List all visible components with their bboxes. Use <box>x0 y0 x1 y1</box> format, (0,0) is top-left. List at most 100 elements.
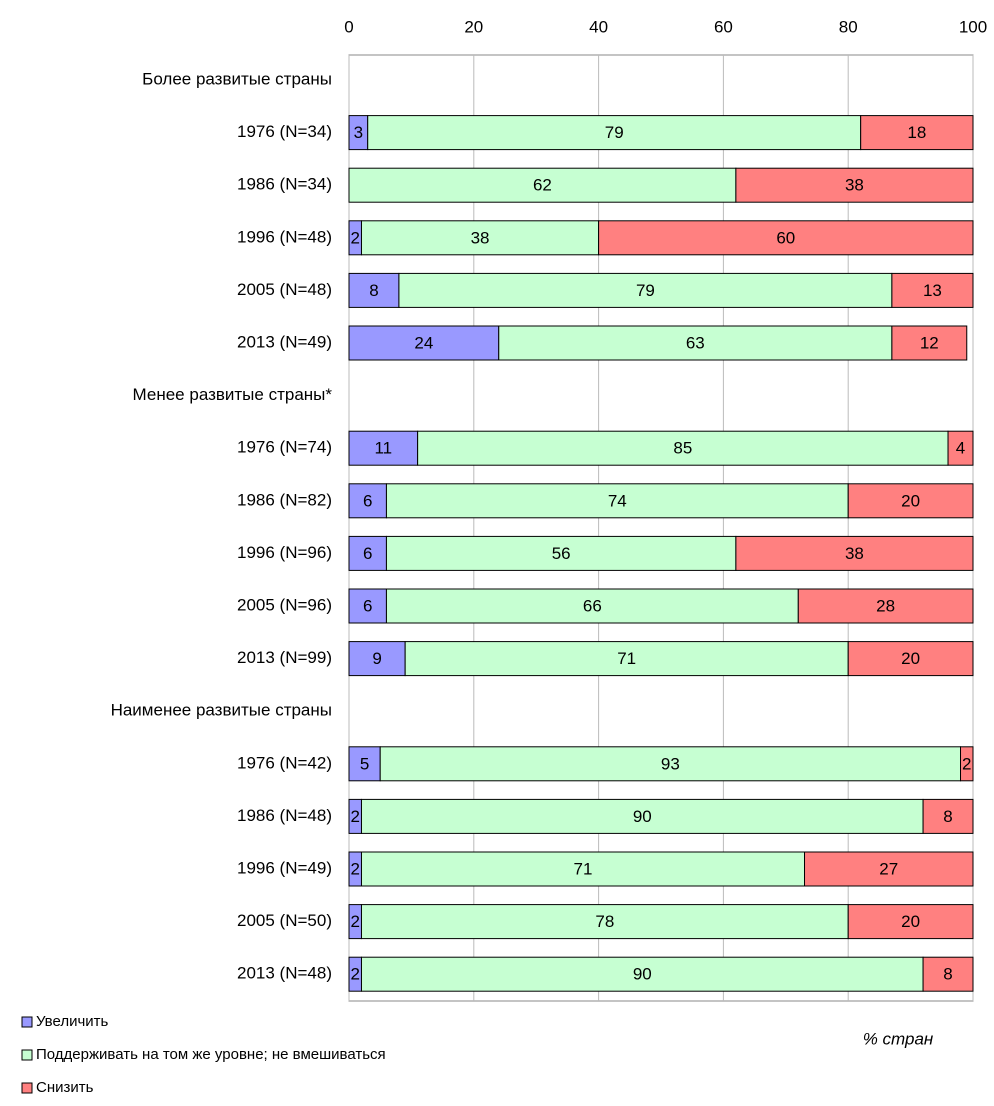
bar-segment <box>498 325 893 361</box>
y-tick-label: Менее развитые страны* <box>133 385 333 404</box>
bar-segment <box>417 430 949 466</box>
bar-segment <box>379 746 962 782</box>
bar-segment <box>860 115 974 151</box>
bar-segment <box>360 904 849 940</box>
data-label: 38 <box>845 544 864 563</box>
bar-segment <box>960 746 974 782</box>
y-tick-label: 2013 (N=99) <box>237 648 332 667</box>
data-label: 38 <box>471 228 490 247</box>
bar-segment <box>922 956 974 992</box>
bar-segment <box>735 535 974 571</box>
legend-label: Поддерживать на том же уровне; не вмешив… <box>36 1046 386 1063</box>
x-tick-label: 0 <box>344 17 353 36</box>
x-tick-label: 100 <box>959 17 987 36</box>
bar-segment <box>598 220 974 256</box>
data-label: 2 <box>351 859 360 878</box>
data-label: 2 <box>962 754 971 773</box>
data-label: 6 <box>363 596 372 615</box>
y-tick-label: 2013 (N=49) <box>237 332 332 351</box>
data-label: 85 <box>673 439 692 458</box>
y-tick-label: 1986 (N=34) <box>237 175 332 194</box>
bar-segment <box>348 483 387 519</box>
bar-segment <box>348 535 387 571</box>
bar-segment <box>922 798 974 834</box>
data-label: 78 <box>595 912 614 931</box>
y-tick-label: 1976 (N=34) <box>237 122 332 141</box>
x-tick-label: 60 <box>714 17 733 36</box>
y-tick-label: 2005 (N=48) <box>237 280 332 299</box>
bar-segment <box>947 430 974 466</box>
bar-segment <box>385 588 799 624</box>
bar-segment <box>385 483 849 519</box>
data-label: 8 <box>943 965 952 984</box>
data-label: 79 <box>636 281 655 300</box>
data-label: 74 <box>608 491 627 510</box>
data-label: 38 <box>845 176 864 195</box>
bar-segment <box>891 272 974 308</box>
x-axis-label: % стран <box>863 1029 934 1048</box>
bar-segment <box>367 115 862 151</box>
data-label: 5 <box>360 754 369 773</box>
data-label: 28 <box>876 596 895 615</box>
data-label: 66 <box>583 596 602 615</box>
y-tick-label: 1976 (N=42) <box>237 753 332 772</box>
data-label: 2 <box>351 965 360 984</box>
y-tick-label: 1996 (N=48) <box>237 227 332 246</box>
y-tick-label: 1996 (N=96) <box>237 543 332 562</box>
data-label: 2 <box>351 807 360 826</box>
bar-segment <box>797 588 974 624</box>
data-label: 4 <box>956 439 965 458</box>
data-label: 2 <box>351 228 360 247</box>
bar-segment <box>348 167 737 203</box>
bar-segment <box>348 430 419 466</box>
data-label: 20 <box>901 649 920 668</box>
data-label: 93 <box>661 754 680 773</box>
legend-swatch <box>21 1082 33 1094</box>
bar-segment <box>360 798 924 834</box>
bar-segment <box>735 167 974 203</box>
y-tick-label: 1976 (N=74) <box>237 438 332 457</box>
x-tick-label: 80 <box>839 17 858 36</box>
data-label: 13 <box>923 281 942 300</box>
y-tick-label: Более развитые страны <box>142 69 332 88</box>
data-label: 90 <box>633 807 652 826</box>
data-label: 20 <box>901 491 920 510</box>
bar-segment <box>847 904 974 940</box>
legend-swatch <box>21 1016 33 1028</box>
y-tick-label: 1996 (N=49) <box>237 858 332 877</box>
x-tick-label: 20 <box>464 17 483 36</box>
data-label: 24 <box>414 333 433 352</box>
data-label: 3 <box>354 123 363 142</box>
data-label: 79 <box>605 123 624 142</box>
bar-segment <box>847 483 974 519</box>
bar-segment <box>804 851 974 887</box>
data-label: 9 <box>372 649 381 668</box>
legend-swatch <box>21 1049 33 1061</box>
bar-segment <box>404 641 849 677</box>
data-label: 18 <box>907 123 926 142</box>
data-label: 27 <box>879 859 898 878</box>
data-label: 71 <box>574 859 593 878</box>
data-label: 71 <box>617 649 636 668</box>
y-tick-label: Наименее развитые страны <box>111 701 332 720</box>
legend-label: Увеличить <box>36 1013 109 1030</box>
data-label: 62 <box>533 176 552 195</box>
data-label: 56 <box>552 544 571 563</box>
data-label: 12 <box>920 333 939 352</box>
data-label: 20 <box>901 912 920 931</box>
data-label: 90 <box>633 965 652 984</box>
bar-segment <box>348 325 500 361</box>
bar-segment <box>360 220 600 256</box>
data-label: 8 <box>943 807 952 826</box>
y-tick-label: 2013 (N=48) <box>237 964 332 983</box>
x-tick-label: 40 <box>589 17 608 36</box>
bar-segment <box>348 641 406 677</box>
legend-label: Снизить <box>36 1079 94 1096</box>
data-label: 63 <box>686 333 705 352</box>
bar-segment <box>398 272 893 308</box>
bar-segment <box>891 325 968 361</box>
data-label: 60 <box>776 228 795 247</box>
data-label: 8 <box>369 281 378 300</box>
y-tick-label: 2005 (N=50) <box>237 911 332 930</box>
